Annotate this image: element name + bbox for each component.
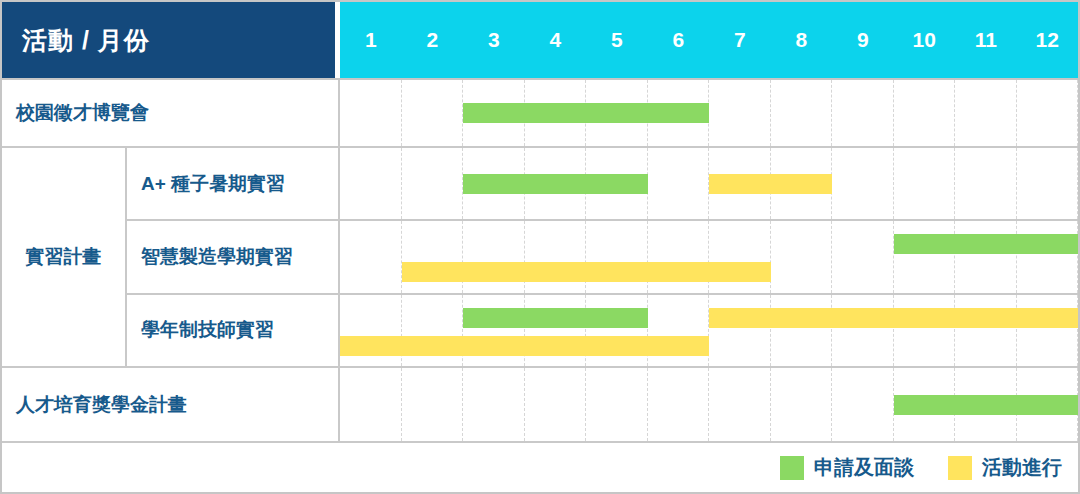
month-grid-cell (771, 80, 833, 146)
month-grid-cell (832, 80, 894, 146)
gantt-bar-yellow (709, 308, 1078, 328)
table-row: 校園徵才博覽會 (2, 80, 1078, 148)
month-grid-cell (1017, 80, 1079, 146)
table-row: 智慧製造學期實習 (127, 221, 1078, 294)
month-grid-cell (586, 368, 648, 441)
month-label: 2 (402, 2, 464, 78)
month-grid-cell (340, 80, 402, 146)
row-label: 智慧製造學期實習 (127, 221, 340, 292)
month-label: 7 (709, 2, 771, 78)
month-grid-cell (955, 148, 1017, 219)
month-label: 3 (463, 2, 525, 78)
month-grid-cell (402, 80, 464, 146)
legend-row: 申請及面談 活動進行 (2, 443, 1078, 492)
month-label: 12 (1017, 2, 1079, 78)
month-grid-cell (340, 148, 402, 219)
gantt-bar-green (894, 234, 1079, 254)
gantt-bar-green (463, 103, 709, 123)
month-label: 8 (771, 2, 833, 78)
month-grid-cell (340, 368, 402, 441)
sub-rows: A+ 種子暑期實習智慧製造學期實習學年制技師實習 (127, 148, 1078, 366)
month-grid-cell (832, 148, 894, 219)
month-grid-cell (832, 295, 894, 366)
month-label: 1 (340, 2, 402, 78)
header-title: 活動 / 月份 (22, 24, 150, 57)
month-grid-cell (525, 368, 587, 441)
legend-label: 申請及面談 (814, 454, 914, 481)
month-grid-cell (894, 221, 956, 292)
legend-label: 活動進行 (982, 454, 1062, 481)
month-grid-cell (955, 221, 1017, 292)
month-grid (340, 221, 1078, 292)
legend-green-swatch-icon (780, 456, 804, 480)
month-grid-cell (709, 368, 771, 441)
month-label: 9 (832, 2, 894, 78)
month-grid-cell (709, 80, 771, 146)
month-grid (340, 295, 1078, 366)
month-grid-cell (648, 368, 710, 441)
month-grid-cell (771, 368, 833, 441)
table-header-row: 活動 / 月份 123456789101112 (2, 2, 1078, 80)
month-label: 5 (586, 2, 648, 78)
month-grid-cell (894, 295, 956, 366)
month-grid-cell (894, 80, 956, 146)
month-grid-cell (402, 368, 464, 441)
month-header-row: 123456789101112 (340, 2, 1078, 78)
month-grid-cell (832, 368, 894, 441)
month-grid (340, 80, 1078, 146)
legend-item-activity: 活動進行 (948, 454, 1062, 481)
month-grid-cell (1017, 221, 1079, 292)
month-grid-cell (1017, 295, 1079, 366)
month-label: 4 (525, 2, 587, 78)
month-grid-cell (771, 295, 833, 366)
gantt-bar-yellow (340, 336, 709, 356)
gantt-bar-yellow (402, 262, 771, 282)
gantt-bar-yellow (709, 174, 832, 194)
table-row: 學年制技師實習 (127, 295, 1078, 366)
month-grid-cell (402, 148, 464, 219)
month-grid-cell (648, 148, 710, 219)
row-label: A+ 種子暑期實習 (127, 148, 340, 219)
group-row-block: 實習計畫A+ 種子暑期實習智慧製造學期實習學年制技師實習 (2, 148, 1078, 368)
month-grid-cell (894, 148, 956, 219)
month-grid-cell (709, 295, 771, 366)
month-grid (340, 148, 1078, 219)
table-row: 人才培育獎學金計畫 (2, 368, 1078, 443)
header-activity-month-cell: 活動 / 月份 (2, 2, 335, 78)
rows-container: 校園徵才博覽會實習計畫A+ 種子暑期實習智慧製造學期實習學年制技師實習人才培育獎… (2, 80, 1078, 443)
month-grid-cell (955, 295, 1017, 366)
gantt-table: 活動 / 月份 123456789101112 校園徵才博覽會實習計畫A+ 種子… (0, 0, 1080, 494)
row-label: 人才培育獎學金計畫 (2, 368, 340, 441)
month-grid-cell (340, 221, 402, 292)
month-label: 10 (894, 2, 956, 78)
month-grid-cell (463, 368, 525, 441)
month-label: 11 (955, 2, 1017, 78)
row-label: 學年制技師實習 (127, 295, 340, 366)
group-label: 實習計畫 (2, 148, 127, 366)
gantt-bar-green (894, 395, 1079, 415)
gantt-bar-green (463, 174, 648, 194)
month-grid (340, 368, 1078, 441)
month-grid-cell (771, 221, 833, 292)
month-grid-cell (955, 80, 1017, 146)
row-label: 校園徵才博覽會 (2, 80, 340, 146)
legend-yellow-swatch-icon (948, 456, 972, 480)
legend-item-application: 申請及面談 (780, 454, 914, 481)
table-row: A+ 種子暑期實習 (127, 148, 1078, 221)
month-grid-cell (832, 221, 894, 292)
gantt-bar-green (463, 308, 648, 328)
month-label: 6 (648, 2, 710, 78)
month-grid-cell (1017, 148, 1079, 219)
